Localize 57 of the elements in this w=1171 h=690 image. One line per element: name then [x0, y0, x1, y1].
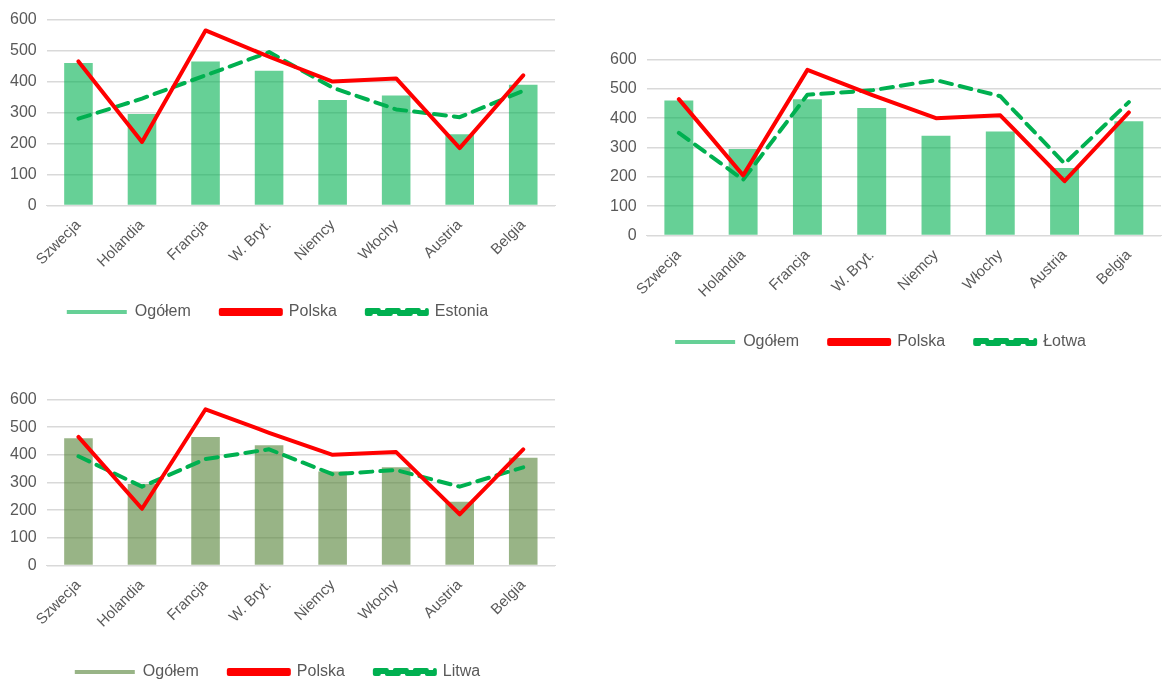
bar	[1114, 121, 1144, 235]
y-tick-label: 300	[9, 472, 37, 490]
bar	[64, 62, 93, 205]
y-tick-label: 300	[609, 137, 637, 155]
legend-label: Polska	[897, 332, 946, 350]
bar	[254, 445, 284, 565]
y-tick-label: 400	[9, 71, 37, 89]
bar	[254, 70, 284, 205]
y-tick-label: 0	[627, 225, 637, 243]
bar	[792, 99, 822, 235]
y-tick-label: 100	[9, 164, 37, 182]
legend-label: Polska	[296, 662, 345, 680]
y-tick-label: 500	[609, 79, 637, 97]
legend-label: Łotwa	[1043, 332, 1086, 350]
x-tick-label: W. Bryt.	[224, 215, 275, 265]
bar	[445, 134, 474, 205]
bar	[191, 61, 220, 205]
y-tick-label: 0	[27, 555, 37, 573]
line-series	[76, 50, 526, 121]
legend-label: Litwa	[442, 662, 481, 680]
bar	[318, 471, 347, 565]
bar	[664, 100, 694, 235]
y-tick-label: 400	[9, 445, 37, 463]
bar	[921, 135, 951, 235]
y-tick-label: 600	[9, 10, 37, 28]
bar	[985, 131, 1015, 235]
bar	[508, 457, 538, 565]
bar	[381, 95, 411, 205]
x-tick-label: W. Bryt.	[827, 245, 877, 295]
legend-label: Polska	[288, 302, 337, 320]
y-tick-label: 200	[9, 133, 37, 151]
y-tick-label: 300	[9, 102, 37, 120]
bar	[127, 114, 157, 205]
bar	[318, 100, 347, 205]
y-tick-label: 0	[27, 195, 37, 213]
bar	[381, 467, 411, 565]
y-tick-label: 100	[9, 528, 37, 546]
bar	[857, 107, 887, 235]
legend-label: Ogółem	[743, 332, 800, 350]
line-series	[76, 447, 526, 489]
legend-label: Ogółem	[134, 302, 191, 320]
bar	[508, 84, 538, 205]
y-tick-label: 600	[609, 50, 637, 68]
y-tick-label: 600	[9, 390, 37, 408]
bar	[191, 436, 220, 565]
legend-label: Estonia	[434, 302, 489, 320]
x-tick-label: W. Bryt.	[224, 575, 275, 625]
bar	[445, 501, 474, 565]
y-tick-label: 400	[609, 108, 637, 126]
bar	[1050, 168, 1080, 235]
y-tick-label: 200	[9, 500, 37, 518]
y-tick-label: 100	[609, 196, 637, 214]
bar	[64, 438, 93, 565]
y-tick-label: 500	[9, 40, 37, 58]
y-tick-label: 500	[9, 417, 37, 435]
y-tick-label: 200	[609, 167, 637, 185]
legend-label: Ogółem	[142, 662, 199, 680]
